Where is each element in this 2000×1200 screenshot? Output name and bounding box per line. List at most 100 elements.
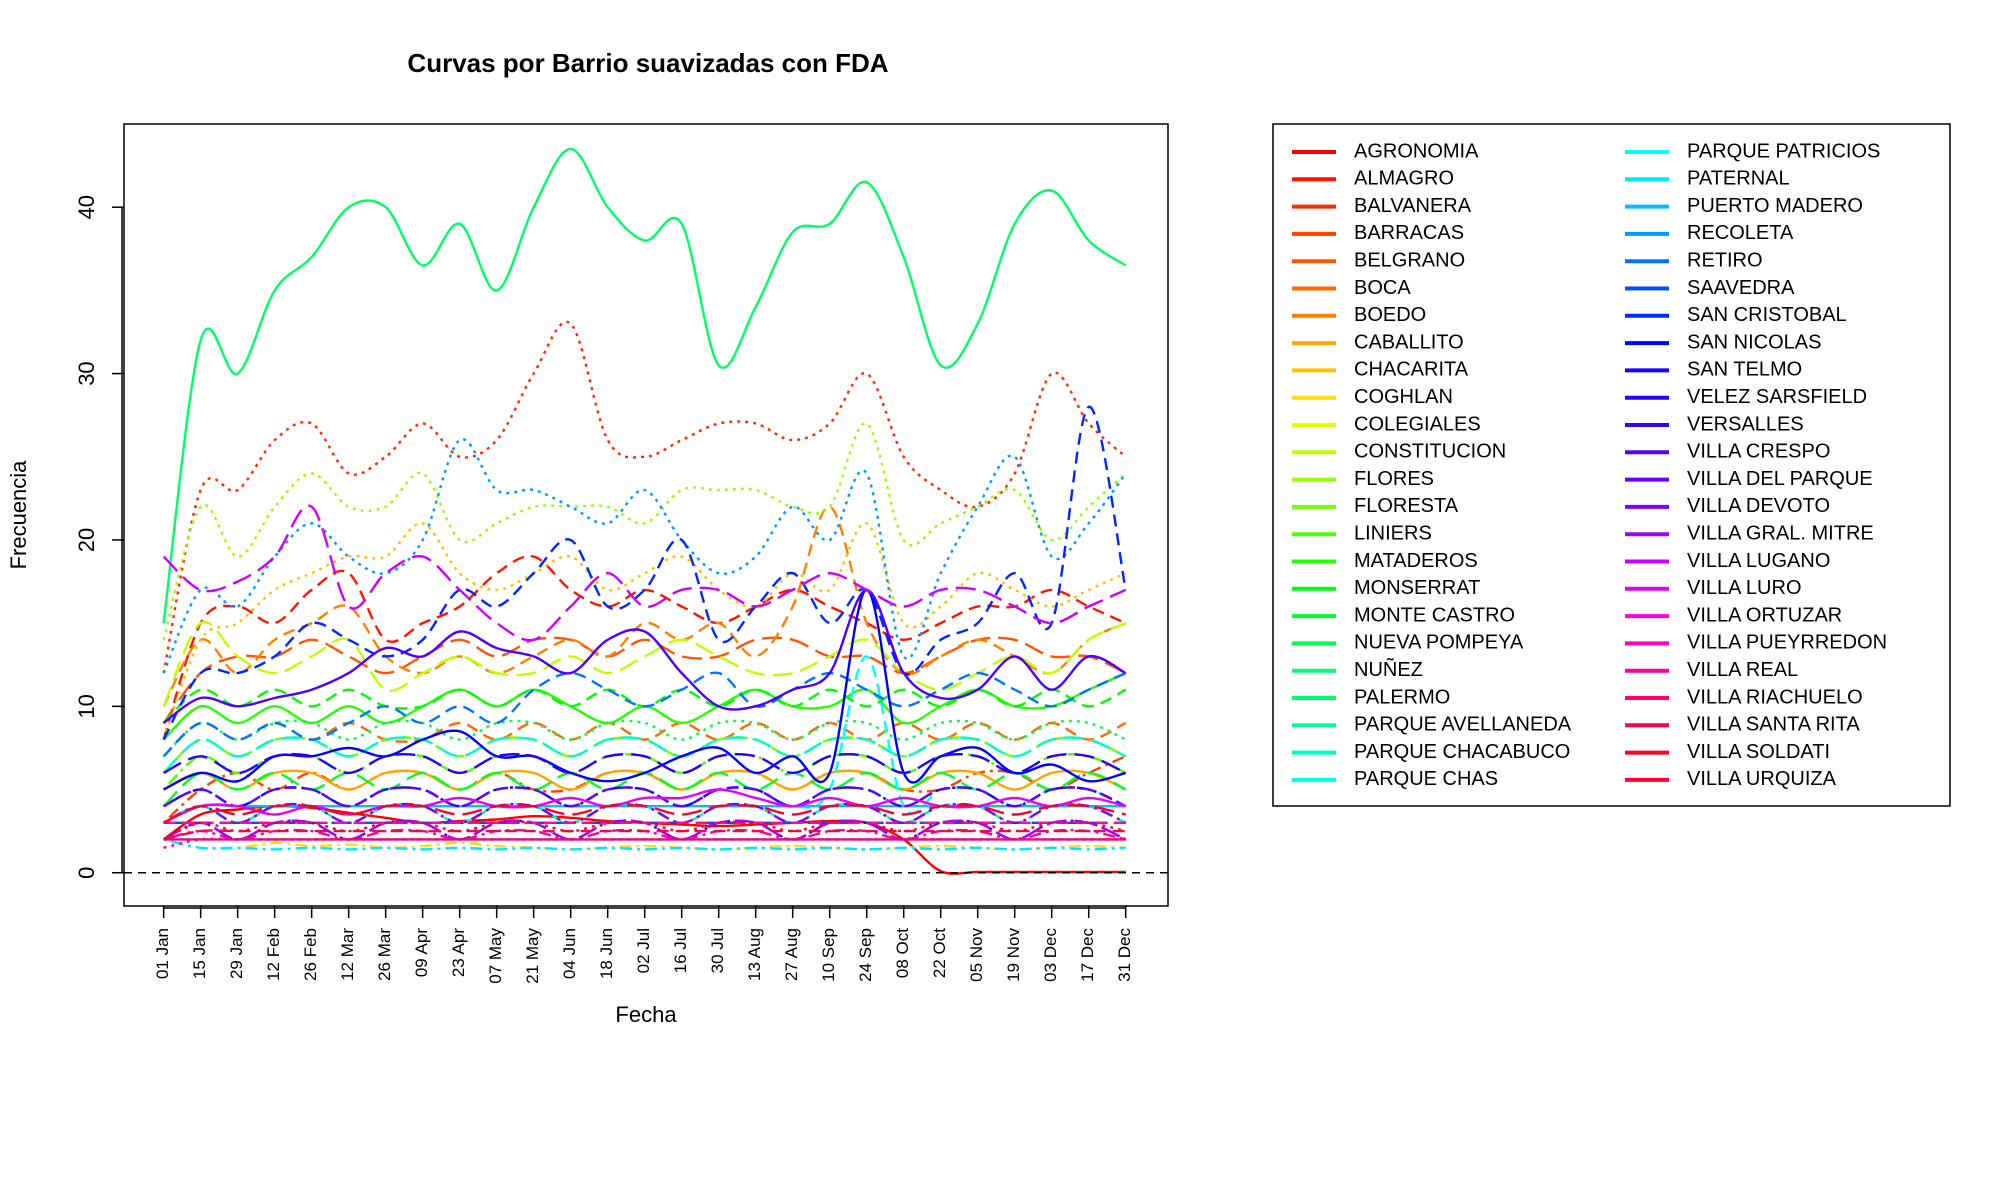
- legend-label: CHACARITA: [1354, 359, 1469, 381]
- x-tick-label: 08 Oct: [893, 928, 912, 978]
- legend-label: NUÑEZ: [1354, 657, 1423, 681]
- x-tick-label: 26 Feb: [301, 928, 320, 981]
- legend-label: LINIERS: [1354, 522, 1432, 544]
- series-line: [162, 719, 1127, 758]
- series-line: [163, 838, 1126, 851]
- legend-label: FLORES: [1354, 468, 1434, 490]
- legend-label: BELGRANO: [1354, 249, 1465, 271]
- series-line: [162, 636, 1127, 724]
- series-line: [162, 588, 1127, 724]
- legend-label: PUERTO MADERO: [1687, 195, 1863, 217]
- x-tick-label: 07 May: [486, 928, 505, 984]
- y-axis-label: Frecuencia: [6, 460, 31, 570]
- series-line: [162, 554, 1127, 740]
- x-tick-label: 13 Aug: [745, 928, 764, 981]
- x-tick-label: 02 Jul: [634, 928, 653, 973]
- legend-label: NUEVA POMPEYA: [1354, 632, 1524, 654]
- legend-label: PARQUE CHACABUCO: [1354, 741, 1570, 763]
- x-tick-label: 05 Nov: [967, 928, 986, 982]
- y-axis: 0 10 20 30 40: [74, 195, 124, 879]
- legend-label: BALVANERA: [1354, 195, 1472, 217]
- x-tick-label: 12 Mar: [338, 928, 357, 981]
- x-axis-label: Fecha: [615, 1002, 677, 1027]
- legend-label: MONTE CASTRO: [1354, 604, 1515, 626]
- series-line: [163, 753, 1127, 775]
- legend-label: CONSTITUCION: [1354, 441, 1506, 463]
- series-line: [162, 438, 1127, 674]
- y-tick-label: 10: [74, 694, 99, 718]
- series-line: [163, 788, 1126, 824]
- x-tick-label: 21 May: [523, 928, 542, 984]
- legend-label: VELEZ SARSFIELD: [1687, 386, 1867, 408]
- legend-label: FLORESTA: [1354, 495, 1459, 517]
- legend-label: VILLA URQUIZA: [1687, 768, 1837, 790]
- legend-label: BOCA: [1354, 277, 1411, 299]
- series-line: [162, 505, 1127, 707]
- x-tick-label: 19 Nov: [1004, 928, 1023, 982]
- series-line: [162, 504, 1127, 642]
- x-tick-label: 27 Aug: [782, 928, 801, 981]
- legend-label: SAN CRISTOBAL: [1687, 304, 1847, 326]
- legend-label: VILLA GRAL. MITRE: [1687, 522, 1874, 544]
- legend-label: BOEDO: [1354, 304, 1426, 326]
- legend-label: ALMAGRO: [1354, 168, 1454, 190]
- chart-title: Curvas por Barrio suavizadas con FDA: [407, 48, 888, 78]
- x-tick-label: 24 Sep: [856, 928, 875, 982]
- x-tick-label: 03 Dec: [1041, 928, 1060, 982]
- legend-label: PARQUE PATRICIOS: [1687, 140, 1880, 162]
- x-tick-label: 31 Dec: [1115, 928, 1134, 982]
- legend-label: PARQUE CHAS: [1354, 768, 1498, 790]
- y-tick-label: 20: [74, 528, 99, 552]
- x-tick-label: 22 Oct: [930, 928, 949, 978]
- y-tick-label: 0: [74, 867, 99, 879]
- legend-label: PATERNAL: [1687, 168, 1790, 190]
- series-line: [163, 786, 1127, 808]
- series-line: [162, 671, 1127, 758]
- x-tick-label: 17 Dec: [1078, 928, 1097, 982]
- series-layer: [162, 147, 1127, 875]
- series-line: [162, 721, 1127, 758]
- y-tick-label: 40: [74, 195, 99, 219]
- legend-label: VILLA CRESPO: [1687, 441, 1830, 463]
- legend-label: VILLA LURO: [1687, 577, 1802, 599]
- series-line: [162, 620, 1127, 707]
- legend-label: PARQUE AVELLANEDA: [1354, 714, 1572, 736]
- legend-label: VILLA RIACHUELO: [1687, 686, 1863, 708]
- series-line: [163, 819, 1127, 841]
- legend: AGRONOMIA ALMAGRO BALVANERA BARRACAS BELGRAN…: [1292, 140, 1887, 790]
- legend-label: AGRONOMIA: [1354, 140, 1479, 162]
- x-axis: 01 Jan 15 Jan 29 Jan 12 Feb 26 Feb 12 Mar 26 M…: [153, 906, 1134, 984]
- legend-label: SAN NICOLAS: [1687, 331, 1821, 353]
- x-tick-label: 10 Sep: [819, 928, 838, 982]
- legend-label: RETIRO: [1687, 249, 1763, 271]
- legend-label: COGHLAN: [1354, 386, 1453, 408]
- series-line: [162, 320, 1127, 674]
- legend-label: SAAVEDRA: [1687, 277, 1795, 299]
- series-line: [163, 838, 1126, 851]
- x-tick-label: 29 Jan: [227, 928, 246, 979]
- x-tick-label: 30 Jul: [708, 928, 727, 973]
- x-tick-label: 12 Feb: [264, 928, 283, 981]
- legend-label: CABALLITO: [1354, 331, 1464, 353]
- legend-label: VILLA SANTA RITA: [1687, 714, 1860, 736]
- x-tick-label: 26 Mar: [375, 928, 394, 981]
- legend-label: COLEGIALES: [1354, 413, 1481, 435]
- series-line: [162, 736, 1127, 774]
- y-tick-label: 30: [74, 361, 99, 385]
- legend-label: PALERMO: [1354, 686, 1450, 708]
- legend-label: MONSERRAT: [1354, 577, 1480, 599]
- x-tick-label: 09 Apr: [412, 928, 431, 977]
- x-tick-label: 01 Jan: [153, 928, 172, 979]
- legend-label: SAN TELMO: [1687, 359, 1802, 381]
- series-line: [162, 405, 1127, 741]
- legend-label: VILLA REAL: [1687, 659, 1798, 681]
- legend-label: VILLA SOLDATI: [1687, 741, 1830, 763]
- legend-label: VILLA LUGANO: [1687, 550, 1830, 572]
- legend-box: [1272, 123, 1951, 807]
- legend-label: VILLA DEVOTO: [1687, 495, 1830, 517]
- x-tick-label: 16 Jul: [671, 928, 690, 973]
- plot-frame: [123, 123, 1169, 907]
- legend-label: RECOLETA: [1687, 222, 1794, 244]
- legend-label: VILLA PUEYRREDON: [1687, 632, 1887, 654]
- series-line: [162, 422, 1127, 641]
